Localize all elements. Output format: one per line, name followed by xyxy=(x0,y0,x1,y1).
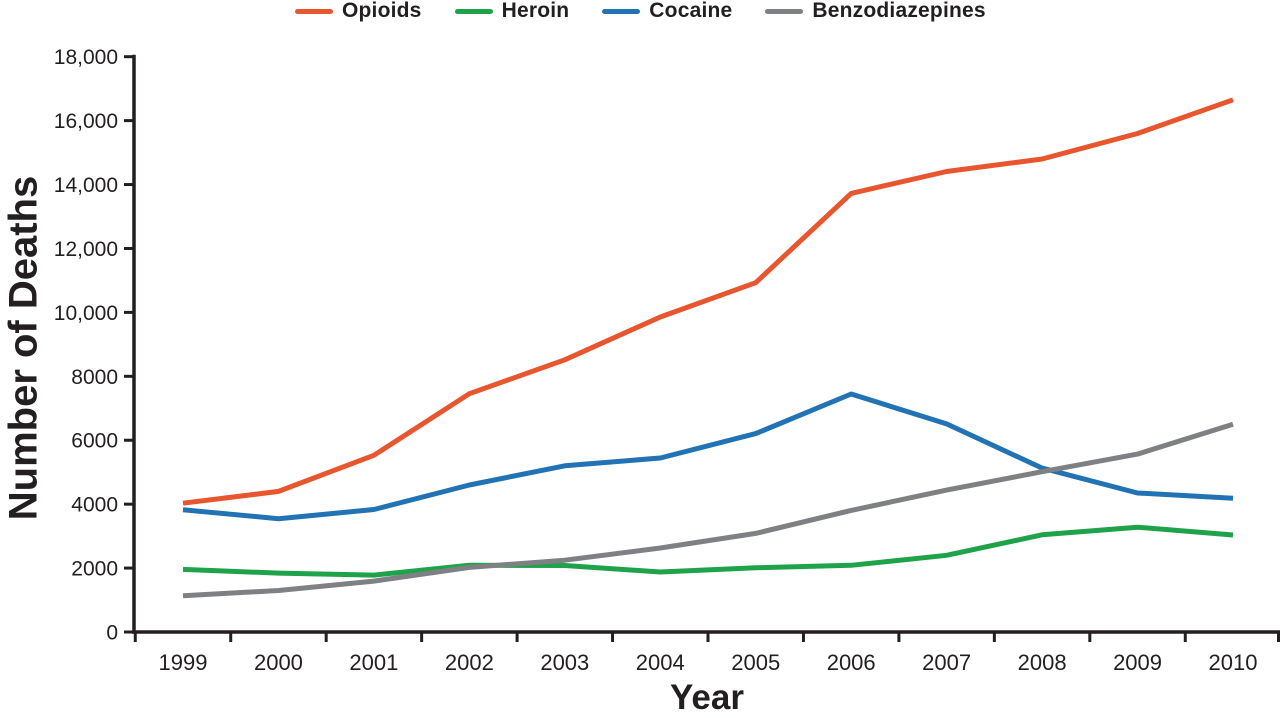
y-tick-label: 12,000 xyxy=(54,238,118,261)
axes-group xyxy=(124,54,1280,642)
y-tick-label: 16,000 xyxy=(54,110,118,133)
legend-item-opioids: Opioids xyxy=(295,0,422,23)
chart-legend: Opioids Heroin Cocaine Benzodiazepines xyxy=(295,0,986,22)
legend-item-heroin: Heroin xyxy=(454,0,570,23)
legend-swatch-benzodiazepines xyxy=(765,8,804,14)
x-tick-label: 1999 xyxy=(159,650,208,675)
x-tick-label: 2000 xyxy=(254,650,303,675)
series-line-benzodiazepines xyxy=(182,421,1234,599)
tick-labels-group: 0 2000 4000 6000 8000 10,000 12,000 14,000 16,00… xyxy=(54,46,1258,675)
legend-label: Cocaine xyxy=(649,0,733,22)
x-axis-title: Year xyxy=(670,678,744,717)
legend-swatch-heroin xyxy=(454,8,493,14)
legend-label: Opioids xyxy=(342,0,422,22)
x-tick-label: 2004 xyxy=(636,650,685,675)
x-tick-label: 2002 xyxy=(445,650,494,675)
x-tick-label: 2010 xyxy=(1209,650,1258,675)
legend-swatch-cocaine xyxy=(602,8,641,14)
legend-label: Heroin xyxy=(501,0,570,22)
x-tick-label: 2007 xyxy=(922,650,971,675)
y-tick-label: 14,000 xyxy=(54,174,118,197)
y-tick-label: 18,000 xyxy=(54,46,118,69)
series-line-cocaine xyxy=(182,391,1234,522)
legend-label: Benzodiazepines xyxy=(812,0,986,22)
x-tick-label: 2003 xyxy=(540,650,589,675)
series-line-heroin xyxy=(182,524,1234,578)
y-tick-label: 4000 xyxy=(71,494,118,517)
legend-item-cocaine: Cocaine xyxy=(602,0,732,23)
y-tick-label: 0 xyxy=(106,622,118,645)
x-tick-label: 2008 xyxy=(1018,650,1067,675)
x-tick-label: 2001 xyxy=(349,650,398,675)
series-lines-group xyxy=(182,97,1234,599)
y-tick-label: 8000 xyxy=(71,366,118,389)
x-tick-label: 2009 xyxy=(1113,650,1162,675)
x-tick-label: 2005 xyxy=(731,650,780,675)
series-line-opioids xyxy=(182,97,1234,506)
y-tick-label: 10,000 xyxy=(54,302,118,325)
legend-item-benzodiazepines: Benzodiazepines xyxy=(765,0,986,23)
y-tick-label: 2000 xyxy=(71,558,118,581)
x-tick-label: 2006 xyxy=(827,650,876,675)
y-tick-label: 6000 xyxy=(71,430,118,453)
legend-swatch-opioids xyxy=(295,8,333,14)
